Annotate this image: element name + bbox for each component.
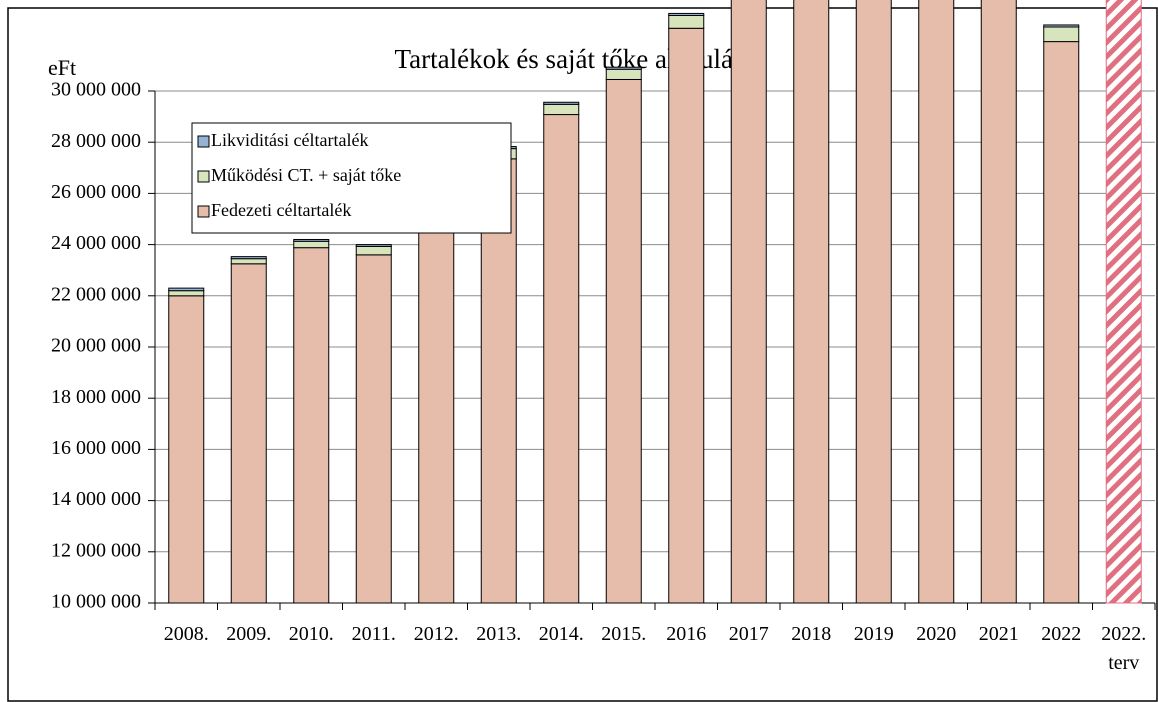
- legend-swatch: [197, 135, 210, 148]
- legend-label: Likviditási céltartalék: [211, 130, 368, 150]
- bar-segment: [230, 256, 267, 260]
- bar-segment: [543, 101, 580, 105]
- legend-label: Működési CT. + saját tőke: [211, 165, 401, 185]
- bar-segment: [355, 254, 392, 604]
- y-tick-label: 12 000 000: [51, 539, 141, 561]
- bar-segment: [855, 0, 892, 604]
- bar-segment: [543, 114, 580, 604]
- legend-label: Fedezeti céltartalék: [211, 200, 351, 220]
- y-tick-label: 20 000 000: [51, 335, 141, 357]
- y-tick-label: 24 000 000: [51, 232, 141, 254]
- x-tick-label: 2019: [853, 623, 894, 645]
- y-tick-label: 10 000 000: [51, 591, 141, 613]
- legend-swatch: [197, 205, 210, 218]
- bar-segment: [1043, 24, 1080, 28]
- bar-segment: [293, 247, 330, 604]
- bar-segment: [918, 0, 955, 604]
- bar-segment: [168, 290, 205, 297]
- bar-segment: [793, 0, 830, 604]
- y-tick-label: 22 000 000: [51, 283, 141, 305]
- bar-segment: [230, 263, 267, 604]
- bar-segment: [1043, 41, 1080, 604]
- x-tick-label: 2016: [666, 623, 707, 645]
- bar-segment: [355, 245, 392, 256]
- y-tick-label: 16 000 000: [51, 437, 141, 459]
- bar-segment: [605, 66, 642, 70]
- bar-segment: [605, 78, 642, 604]
- legend-box: [191, 122, 512, 234]
- x-tick-label: 2020: [916, 623, 957, 645]
- bar-segment: [168, 295, 205, 604]
- x-tick-label: 2011.: [351, 623, 396, 645]
- bar-segment: [605, 68, 642, 80]
- x-tick-label: 2012.: [413, 623, 459, 645]
- legend-swatch: [197, 170, 210, 183]
- bar-segment: [1043, 26, 1080, 43]
- bar-segment: [168, 287, 205, 292]
- x-tick-label: 2021: [978, 623, 1019, 645]
- bar-segment: [980, 0, 1017, 604]
- bar-segment: [293, 240, 330, 249]
- y-tick-label: 14 000 000: [51, 488, 141, 510]
- x-tick-label: 2018: [791, 623, 832, 645]
- bar-segment: [668, 14, 705, 29]
- x-tick-label: 2014.: [538, 623, 584, 645]
- y-tick-label: 28 000 000: [51, 130, 141, 152]
- bar-segment: [543, 103, 580, 116]
- x-tick-label: 2017: [728, 623, 769, 645]
- y-axis-label: eFt: [48, 55, 76, 80]
- x-tick-label: 2013.: [476, 623, 522, 645]
- bar-segment: [230, 258, 267, 265]
- x-tick-label: 2008.: [163, 623, 209, 645]
- x-tick-label: 2010.: [288, 623, 334, 645]
- y-tick-label: 26 000 000: [51, 181, 141, 203]
- x-tick-label: 2022: [1041, 623, 1082, 645]
- y-tick-label: 18 000 000: [51, 386, 141, 408]
- bar-segment: [293, 238, 330, 242]
- x-tick-label: 2009.: [226, 623, 272, 645]
- y-tick-label: 30 000 000: [51, 79, 141, 101]
- x-tick-label: 2022. terv: [1101, 623, 1147, 674]
- bar-segment: [730, 0, 767, 604]
- bar-segment: [668, 12, 705, 16]
- bar-segment: [1105, 0, 1142, 604]
- bar-segment: [355, 244, 392, 247]
- x-tick-label: 2015.: [601, 623, 647, 645]
- bar-segment: [668, 27, 705, 604]
- bar-segment: [418, 193, 455, 604]
